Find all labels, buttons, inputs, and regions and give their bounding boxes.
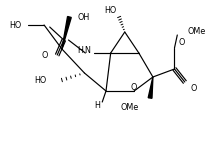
Text: OMe: OMe (187, 27, 205, 36)
Text: OH: OH (77, 12, 90, 21)
Text: OMe: OMe (120, 104, 138, 112)
Polygon shape (147, 77, 152, 98)
Text: HO: HO (34, 76, 47, 84)
Text: N: N (84, 45, 90, 55)
Text: O: O (177, 37, 184, 47)
Polygon shape (62, 16, 71, 49)
Text: O: O (130, 83, 137, 92)
Text: O: O (190, 84, 196, 92)
Text: O: O (41, 51, 48, 60)
Text: H: H (94, 101, 100, 111)
Text: H: H (77, 45, 83, 55)
Text: HO: HO (9, 20, 21, 29)
Text: HO: HO (104, 5, 116, 15)
